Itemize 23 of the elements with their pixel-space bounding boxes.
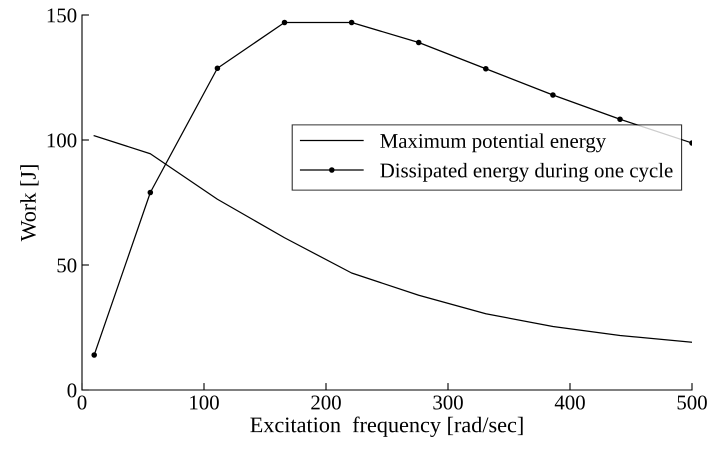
- point: [282, 20, 288, 26]
- x-tick-label: 300: [433, 395, 463, 410]
- point: [483, 66, 489, 72]
- x-tick-label: 0: [78, 395, 86, 410]
- x-tick-label: 100: [190, 395, 219, 410]
- y-axis-title: Work [J]: [20, 165, 39, 242]
- x-axis-title: Excitation frequency [rad/sec]: [250, 416, 523, 437]
- x-tick-label: 400: [554, 395, 585, 410]
- point: [148, 190, 154, 196]
- point: [91, 352, 97, 358]
- x-tick-label: 500: [678, 395, 707, 410]
- y-tick-label: 50: [58, 258, 76, 272]
- legend-label: Dissipated energy during one cycle: [380, 162, 673, 182]
- point: [550, 92, 556, 98]
- y-tick-label: 150: [48, 8, 76, 22]
- legend-label: Maximum potential energy: [380, 133, 606, 152]
- point: [214, 65, 220, 72]
- y-tick-label: 0: [68, 383, 76, 398]
- x-tick-label: 200: [311, 395, 341, 410]
- y-tick-label: 100: [48, 133, 76, 148]
- point: [348, 20, 354, 26]
- point: [416, 40, 422, 46]
- point: [617, 116, 623, 122]
